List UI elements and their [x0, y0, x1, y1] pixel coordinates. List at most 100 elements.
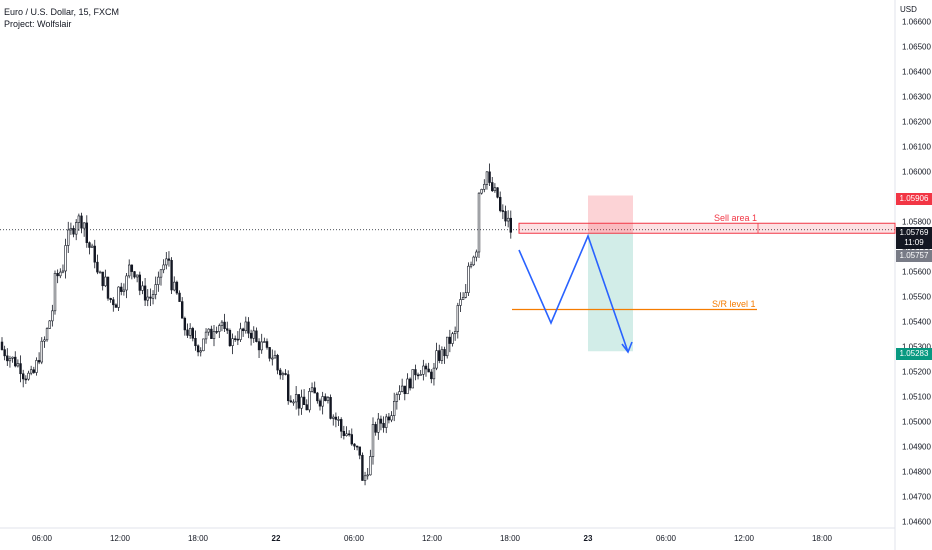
candle [61, 270, 65, 273]
candle [244, 321, 247, 332]
currency-label: USD [900, 5, 917, 14]
candle [6, 355, 9, 362]
price-tick-label: 1.06300 [902, 92, 931, 102]
candle [0, 341, 4, 350]
candle [294, 394, 298, 403]
candle [286, 374, 290, 402]
candle [350, 434, 353, 445]
candle [506, 217, 510, 222]
projection-arrowhead [621, 341, 633, 354]
candle [342, 430, 346, 436]
candle [345, 433, 348, 436]
candle [284, 373, 287, 375]
candle [353, 443, 356, 447]
candle [3, 349, 6, 357]
time-tick-label: 12:00 [421, 534, 443, 543]
candle [406, 378, 409, 395]
candle [334, 416, 338, 420]
candle [461, 297, 465, 300]
candle [297, 394, 300, 409]
candle [157, 276, 160, 285]
candle [459, 299, 462, 306]
candle [125, 275, 128, 291]
candle [29, 369, 33, 374]
candle [321, 396, 324, 407]
candle [332, 416, 335, 419]
candle [377, 418, 380, 433]
chart-legend: Euro / U.S. Dollar, 15, FXCM Project: Wo… [4, 6, 119, 30]
time-tick-label: 12:00 [733, 534, 755, 543]
candle [109, 298, 112, 300]
candle [467, 265, 470, 293]
candle [387, 416, 391, 421]
candle [188, 328, 192, 336]
sell-area-label[interactable]: Sell area 1 [714, 213, 758, 223]
projection-path [518, 233, 629, 353]
candle [135, 274, 139, 278]
candle [400, 385, 404, 392]
candle [101, 271, 104, 287]
price-tick-label: 1.05800 [902, 217, 931, 227]
candle [117, 286, 120, 308]
candle [223, 321, 226, 329]
candle [337, 419, 340, 421]
sr-level-label[interactable]: S/R level 1 [712, 299, 756, 309]
candle [228, 330, 232, 347]
candle [69, 227, 73, 231]
candle [212, 331, 216, 339]
price-tick-label: 1.05500 [902, 292, 931, 302]
candle [268, 347, 271, 359]
candle [35, 360, 38, 373]
candle [260, 341, 263, 351]
candle [395, 394, 399, 402]
candle [390, 415, 393, 421]
candle [263, 341, 266, 343]
candle [141, 285, 144, 291]
candle [194, 337, 197, 347]
candle [496, 187, 499, 198]
candle [392, 401, 396, 416]
candle [96, 261, 99, 273]
candle [509, 217, 512, 233]
candle [498, 196, 502, 211]
symbol-title[interactable]: Euro / U.S. Dollar, 15, FXCM [4, 7, 120, 17]
candle [257, 341, 261, 351]
candle [438, 350, 441, 361]
candle [186, 329, 189, 336]
price-tick-label: 1.04800 [902, 467, 931, 477]
sell-area-zone [518, 222, 896, 234]
candle [305, 404, 308, 411]
candle [435, 350, 438, 369]
candle [90, 245, 94, 248]
candle [300, 396, 303, 409]
candle [493, 187, 497, 192]
candle [80, 215, 83, 229]
candle [59, 271, 62, 277]
candle [469, 264, 473, 267]
candle [363, 475, 367, 481]
candle [318, 400, 322, 407]
candle [51, 310, 54, 322]
candle [151, 294, 155, 299]
price-tick-label: 1.05200 [902, 367, 931, 377]
target-price-value: 1.05283 [899, 349, 929, 358]
candle [53, 272, 57, 312]
candle [419, 374, 422, 376]
price-tick-label: 1.06200 [902, 117, 931, 127]
candle [56, 272, 59, 277]
candle [162, 264, 165, 271]
price-tick-label: 1.04900 [902, 442, 931, 452]
candle [128, 264, 131, 277]
candle [472, 256, 475, 266]
candle [292, 401, 295, 404]
candle [64, 245, 67, 272]
candle [88, 242, 91, 248]
candle [339, 419, 343, 432]
candle [379, 418, 383, 424]
price-tick-label: 1.06500 [902, 42, 931, 52]
candle [154, 284, 157, 295]
candle [130, 264, 134, 272]
candle [48, 320, 51, 329]
